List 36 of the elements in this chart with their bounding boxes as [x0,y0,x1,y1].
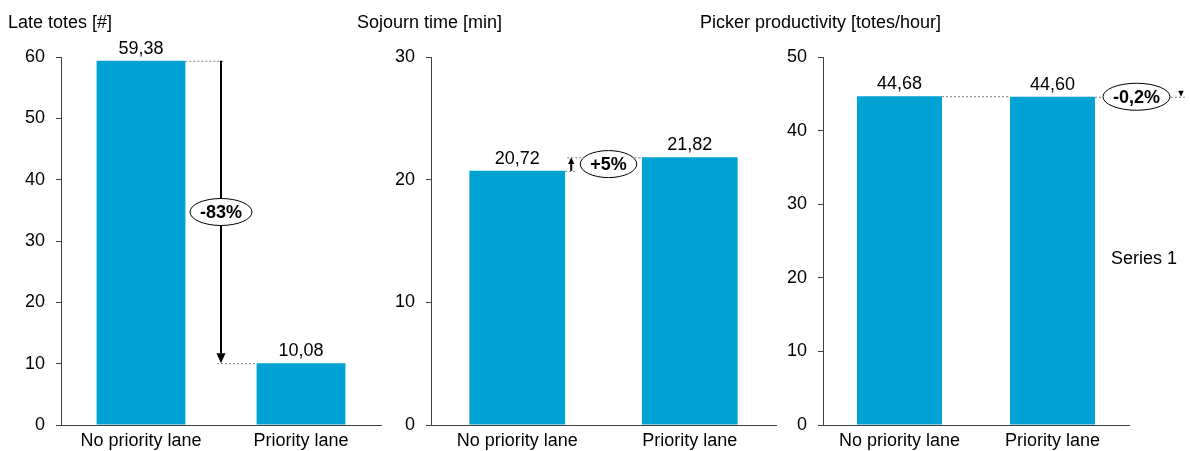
y-tick-label: 30 [394,45,415,66]
y-tick-label: 30 [786,193,807,214]
data-label: 21,82 [667,134,713,155]
annotation: +5% [590,154,627,175]
data-label: 44,60 [1029,73,1076,94]
x-tick-label: No priority lane [456,429,578,450]
data-label: 44,68 [876,73,923,94]
data-label: 20,72 [494,147,540,168]
chart-title: Sojourn time [min] [357,12,503,32]
data-label: 59,38 [118,37,164,58]
y-tick-label: 60 [24,45,45,66]
y-tick-label: 40 [24,168,45,189]
y-tick-label: 20 [24,291,45,312]
y-tick-label: 40 [786,119,807,140]
y-tick-label: 20 [394,168,415,189]
x-tick-label: Priority lane [642,429,738,450]
y-tick-label: 50 [786,45,807,66]
y-tick-label: 30 [24,229,45,250]
y-tick-label: 10 [24,352,45,373]
y-tick-label: 10 [786,340,807,361]
x-tick-label: No priority lane [80,429,202,450]
chart-title: Late totes [#] [8,12,113,32]
x-tick-label: Priority lane [253,429,349,450]
annotation: -83% [199,201,243,222]
y-tick-label: 20 [786,266,807,287]
y-tick-label: 0 [404,413,415,434]
y-tick-label: 0 [796,413,807,434]
y-tick-label: 50 [24,107,45,128]
y-tick-label: 0 [34,413,45,434]
y-tick-label: 10 [394,291,415,312]
annotation: Series 1 [1110,247,1177,268]
x-tick-label: Priority lane [1004,429,1101,450]
data-label: 10,08 [278,340,324,361]
x-tick-label: No priority lane [838,429,961,450]
annotation: -0,2% [1112,86,1160,107]
chart-title: Picker productivity [totes/hour] [700,12,942,32]
